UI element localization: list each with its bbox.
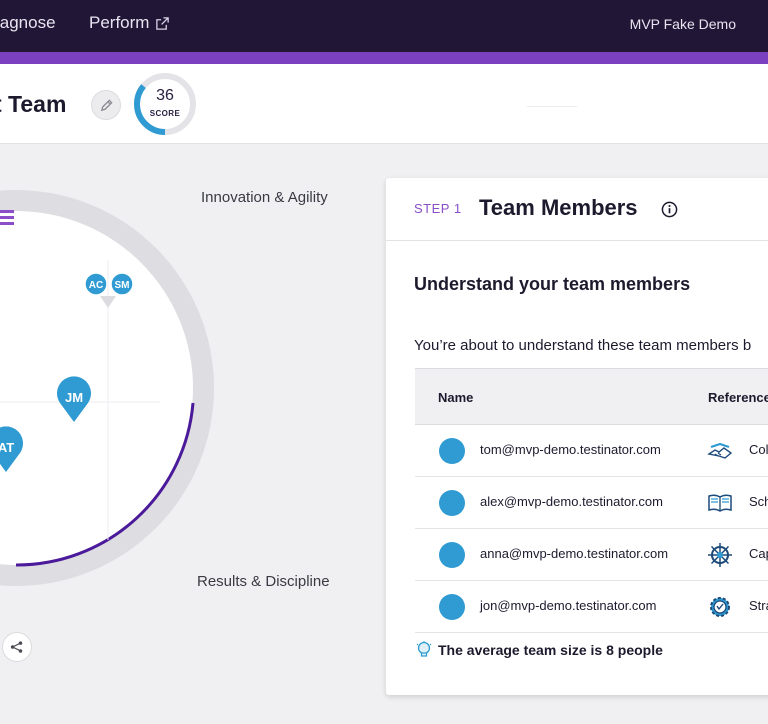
ship-wheel-icon (708, 543, 732, 567)
lightbulb-icon (416, 641, 432, 657)
tip-text: The average team size is 8 people (438, 642, 663, 658)
panel-subtitle: Understand your team members (414, 274, 691, 294)
external-link-icon (156, 16, 170, 30)
team-size-tip: The average team size is 8 people (416, 641, 663, 659)
radar-inner-disc (0, 211, 193, 565)
table-header: Name Reference (415, 368, 768, 425)
score-gauge: 36 SCORE (133, 72, 197, 136)
score-ring (134, 73, 196, 135)
panel-header: STEP 1 Team Members (386, 178, 768, 241)
marker-at[interactable]: AT (0, 426, 23, 472)
reference-name: Sch (749, 494, 768, 509)
avatar (439, 594, 465, 620)
column-header-reference[interactable]: Reference (708, 390, 768, 405)
reference-name: Stra (749, 598, 768, 613)
radar-menu-icon[interactable] (0, 210, 14, 225)
member-email: alex@mvp-demo.testinator.com (480, 494, 663, 509)
avatar (439, 542, 465, 568)
marker-sm[interactable]: SM (110, 272, 134, 296)
quadrant-label-top: Innovation & Agility (201, 189, 328, 206)
panel-title: Team Members (479, 195, 638, 220)
nav-perform[interactable]: Perform (89, 13, 170, 33)
team-title: t Team (0, 91, 67, 117)
reference-name: Col (749, 442, 768, 457)
member-email: tom@mvp-demo.testinator.com (480, 442, 661, 457)
table-row[interactable]: jon@mvp-demo.testinator.com Stra (415, 581, 768, 633)
avatar (439, 490, 465, 516)
top-navigation-bar: iagnose Perform MVP Fake Demo (0, 0, 768, 52)
table-row[interactable]: alex@mvp-demo.testinator.com Sch (415, 477, 768, 529)
marker-ac[interactable]: AC (84, 272, 116, 308)
score-value: 36 (156, 87, 174, 104)
nav-diagnose[interactable]: iagnose (0, 13, 56, 32)
share-icon (10, 641, 23, 653)
info-icon[interactable] (661, 201, 678, 218)
account-name[interactable]: MVP Fake Demo (629, 16, 736, 32)
marker-jm[interactable]: JM (57, 376, 91, 422)
handshake-icon (707, 442, 733, 459)
step-label: STEP 1 (414, 201, 462, 216)
marker-ac-label: AC (89, 280, 103, 291)
share-button[interactable] (2, 632, 32, 662)
team-header: t Team 36 SCORE (0, 64, 768, 144)
table-row[interactable]: tom@mvp-demo.testinator.com Col (415, 425, 768, 477)
reference-name: Cap (749, 546, 768, 561)
open-book-icon (708, 494, 732, 512)
member-email: jon@mvp-demo.testinator.com (480, 598, 657, 613)
pencil-icon (100, 98, 113, 111)
column-header-name[interactable]: Name (438, 390, 474, 405)
marker-at-label: AT (0, 440, 14, 455)
nav-perform-label: Perform (89, 13, 150, 32)
team-radar: AC SM JM AT (0, 190, 214, 586)
table-row[interactable]: anna@mvp-demo.testinator.com Cap (415, 529, 768, 581)
header-divider (527, 106, 577, 107)
panel-intro: You’re about to understand these team me… (414, 337, 752, 354)
strategy-gear-icon (710, 597, 730, 617)
avatar (439, 438, 465, 464)
score-label: SCORE (149, 109, 181, 118)
edit-team-button[interactable] (91, 90, 121, 120)
topbar-accent-stripe (0, 52, 768, 64)
marker-sm-label: SM (115, 280, 130, 291)
team-members-table: Name Reference tom@mvp-demo.testinator.c… (415, 368, 768, 633)
radar-progress-arc (15, 402, 195, 567)
member-email: anna@mvp-demo.testinator.com (480, 546, 669, 561)
quadrant-label-bottom: Results & Discipline (197, 573, 330, 590)
team-members-panel: STEP 1 Team Members Understand your team… (386, 178, 768, 695)
marker-jm-label: JM (65, 390, 83, 405)
